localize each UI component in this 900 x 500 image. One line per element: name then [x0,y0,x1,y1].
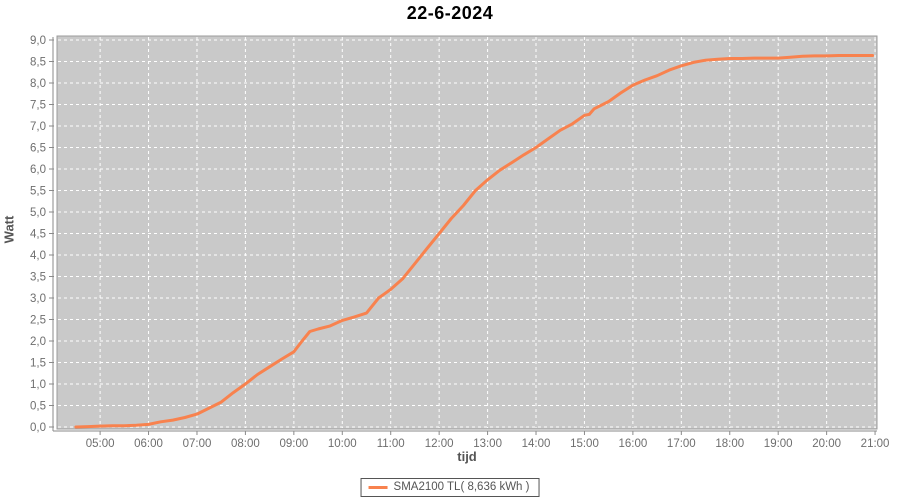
x-tick-label: 17:00 [667,438,696,450]
x-tick-label: 08:00 [231,438,260,450]
y-tick-label: 0,0 [30,422,46,434]
x-tick-label: 12:00 [425,438,454,450]
plot-area [56,35,878,430]
x-tick-label: 11:00 [377,438,405,450]
y-axis-title: Watt [1,215,17,244]
legend-label: SMA2100 TL( 8,636 kWh ) [393,481,530,493]
y-tick-label: 4,5 [30,229,46,241]
x-tick-label: 07:00 [183,438,212,450]
y-tick-label: 5,5 [30,186,46,198]
legend: SMA2100 TL( 8,636 kWh ) [360,478,540,497]
chart-title: 22-6-2024 [406,3,494,23]
x-tick-label: 09:00 [279,438,308,450]
x-tick-label: 05:00 [86,438,115,450]
x-tick-label: 21:00 [861,438,890,450]
y-tick-label: 1,0 [30,379,46,391]
x-tick-label: 19:00 [764,438,793,450]
y-tick-label: 3,5 [30,272,46,284]
y-tick-label: 1,5 [30,358,46,370]
y-tick-label: 6,5 [30,143,46,155]
y-tick-label: 2,0 [30,336,46,348]
y-tick-label: 5,0 [30,207,46,219]
x-tick-label: 16:00 [618,438,647,450]
y-tick-label: 3,0 [30,293,46,305]
y-tick-label: 7,0 [30,121,46,133]
y-tick-label: 0,5 [30,401,46,413]
x-tick-label: 10:00 [328,438,357,450]
legend-line-swatch [368,485,388,489]
x-tick-label: 06:00 [134,438,163,450]
y-tick-label: 7,5 [30,100,46,112]
x-tick-label: 14:00 [522,438,551,450]
y-tick-label: 9,0 [30,35,46,47]
series-line [74,54,875,429]
y-tick-label: 4,0 [30,250,46,262]
x-axis-title: tijd [457,449,477,464]
x-tick-label: 18:00 [715,438,744,450]
y-tick-label: 2,5 [30,315,46,327]
y-tick-label: 8,0 [30,78,46,90]
x-tick-label: 13:00 [473,438,502,450]
y-tick-label: 8,5 [30,57,46,69]
y-tick-label: 6,0 [30,164,46,176]
x-tick-label: 20:00 [812,438,841,450]
x-tick-label: 15:00 [570,438,599,450]
